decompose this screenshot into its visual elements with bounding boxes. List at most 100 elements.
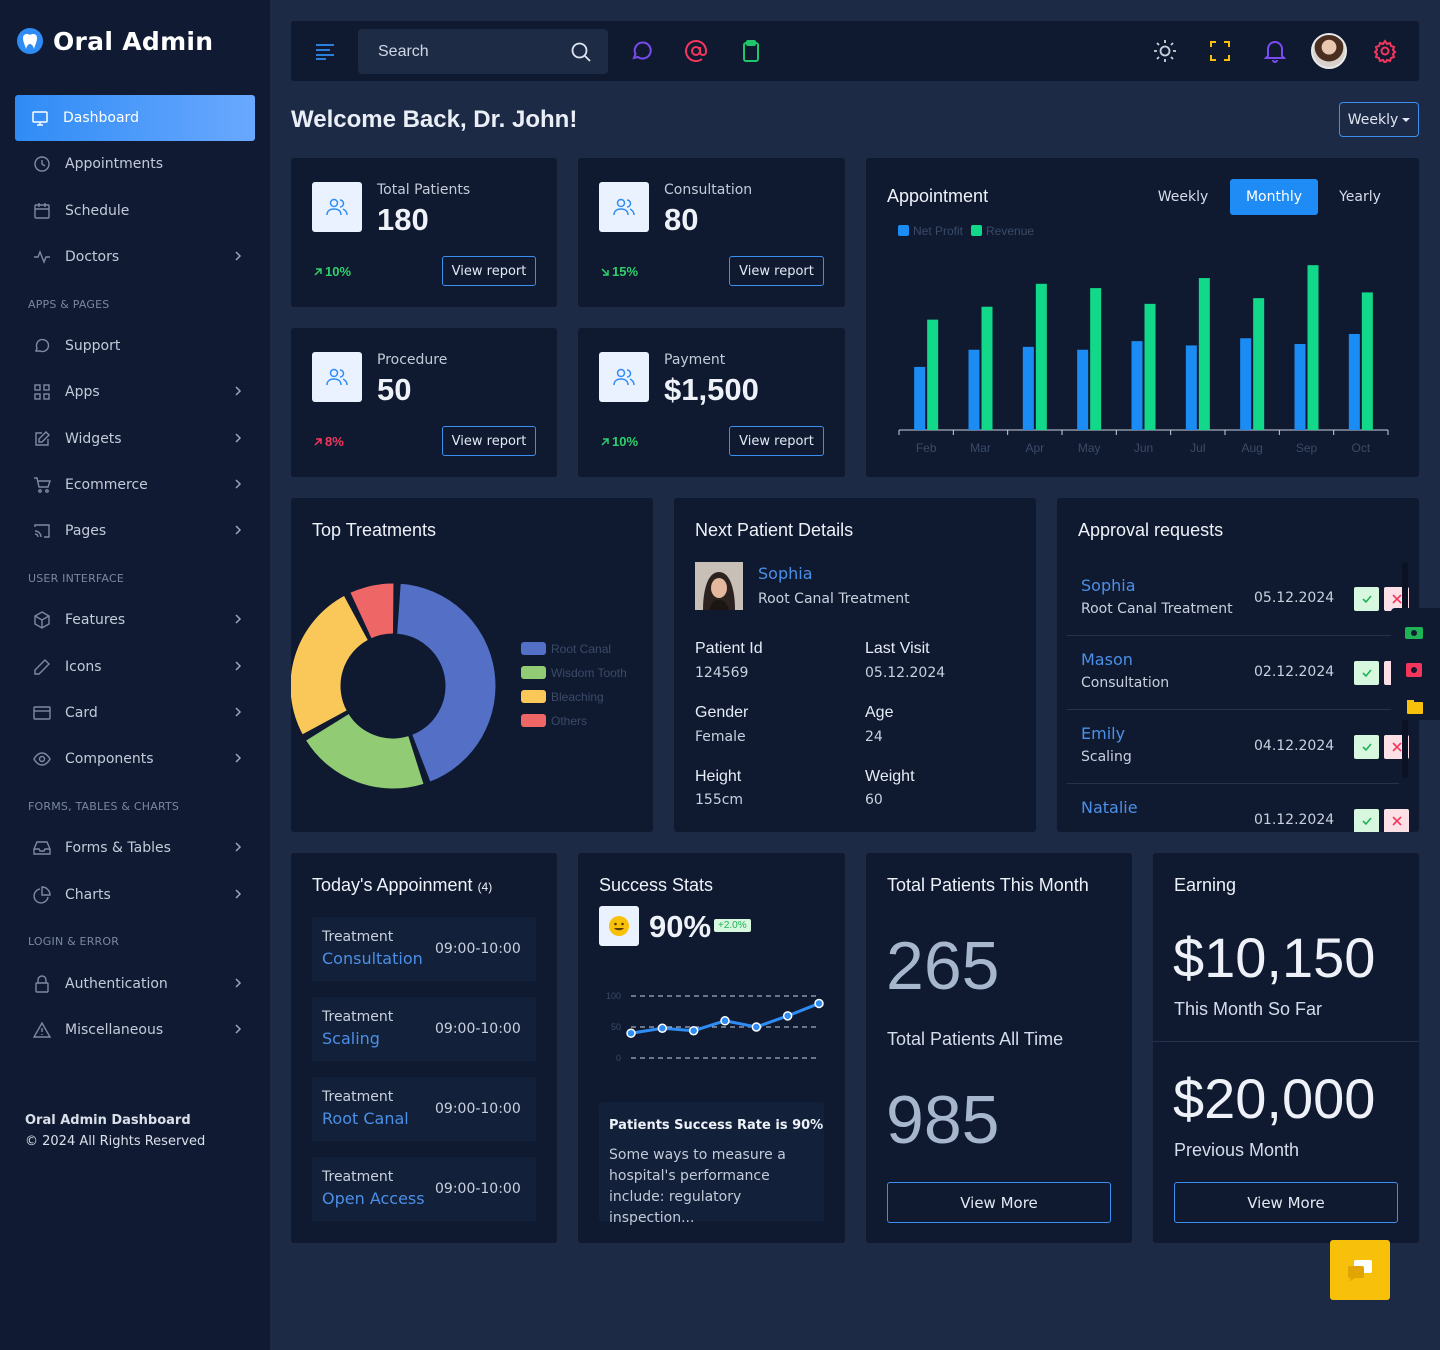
appointment-name[interactable]: Open Access	[322, 1189, 425, 1208]
appointment-item[interactable]: Treatment Consultation 09:00-10:00	[312, 917, 536, 981]
x-tick-label: May	[1078, 441, 1101, 455]
avatar[interactable]	[1311, 33, 1347, 69]
settings-gear-icon[interactable]	[1373, 39, 1397, 63]
tab-weekly[interactable]: Weekly	[1157, 189, 1209, 205]
legend-swatch	[521, 714, 546, 727]
approval-name[interactable]: Sophia	[1081, 576, 1136, 595]
folder-icon[interactable]	[1407, 700, 1423, 714]
legend-label: Revenue	[986, 224, 1035, 238]
sidebar-item-components[interactable]: Components	[15, 736, 255, 782]
sidebar-item-schedule[interactable]: Schedule	[15, 188, 255, 234]
sidebar-item-ecommerce[interactable]: Ecommerce	[15, 462, 255, 508]
clipboard-icon[interactable]	[739, 39, 763, 63]
camera-icon[interactable]	[1405, 627, 1423, 639]
sidebar-item-charts[interactable]: Charts	[15, 872, 255, 918]
sidebar-item-widgets[interactable]: Widgets	[15, 416, 255, 462]
tab-yearly[interactable]: Yearly	[1339, 189, 1381, 205]
chevron-right-icon	[235, 753, 242, 763]
earning-card: Earning $10,150 This Month So Far $20,00…	[1153, 853, 1419, 1243]
sidebar-item-dashboard[interactable]: Dashboard	[15, 95, 255, 141]
appointment-label: Treatment	[322, 1169, 394, 1185]
bar-revenue	[981, 306, 993, 430]
sidebar-item-label: Ecommerce	[65, 477, 148, 493]
bar-net-profit	[1131, 341, 1143, 430]
approval-name[interactable]: Natalie	[1081, 798, 1138, 817]
sidebar-item-forms-tables[interactable]: Forms & Tables	[15, 825, 255, 871]
success-value: 90%	[649, 909, 712, 944]
sidebar-footer: Oral Admin Dashboard © 2024 All Rights R…	[25, 1110, 205, 1152]
donut-chart: Root Canal Wisdom Tooth Bleaching Others	[291, 582, 627, 790]
view-more-button[interactable]: View More	[887, 1182, 1111, 1223]
chat-fab-button[interactable]	[1330, 1240, 1390, 1300]
patient-name[interactable]: Sophia	[758, 564, 813, 583]
at-sign-icon[interactable]	[684, 39, 708, 63]
view-report-button[interactable]: View report	[442, 256, 536, 286]
view-more-button[interactable]: View More	[1174, 1182, 1398, 1223]
view-report-button[interactable]: View report	[729, 426, 824, 456]
stat-trend-value: 8%	[325, 434, 344, 449]
legend-item[interactable]: Net Profit	[898, 224, 963, 238]
approval-name[interactable]: Mason	[1081, 650, 1133, 669]
chevron-right-icon	[235, 386, 242, 396]
view-report-button[interactable]: View report	[729, 256, 824, 286]
sidebar-item-doctors[interactable]: Doctors	[15, 234, 255, 280]
brand[interactable]: Oral Admin	[15, 26, 213, 56]
search-icon[interactable]	[570, 41, 592, 63]
view-report-button[interactable]: View report	[442, 426, 536, 456]
appointment-item[interactable]: Treatment Root Canal 09:00-10:00	[312, 1077, 536, 1141]
card-title: Success Stats	[599, 875, 714, 895]
sidebar-item-pages[interactable]: Pages	[15, 508, 255, 554]
sidebar-item-apps[interactable]: Apps	[15, 369, 255, 415]
period-dropdown[interactable]: Weekly	[1339, 102, 1419, 137]
approval-name[interactable]: Emily	[1081, 724, 1126, 743]
approve-button[interactable]	[1354, 735, 1379, 759]
stat-trend: 8%	[313, 434, 344, 449]
close-icon	[1391, 742, 1402, 752]
appointment-item[interactable]: Treatment Scaling 09:00-10:00	[312, 997, 536, 1061]
sidebar-item-authentication[interactable]: Authentication	[15, 961, 255, 1007]
appointment-label: Treatment	[322, 929, 394, 945]
approve-button[interactable]	[1354, 809, 1379, 832]
appointment-name[interactable]: Root Canal	[322, 1109, 409, 1128]
fullscreen-icon[interactable]	[1208, 39, 1232, 63]
stat-label: Payment	[664, 352, 726, 368]
sidebar-item-card[interactable]: Card	[15, 690, 255, 736]
bar-revenue	[1198, 278, 1210, 430]
sidebar-item-icons[interactable]: Icons	[15, 644, 255, 690]
cast-icon	[33, 522, 51, 540]
stat-value: 180	[377, 202, 429, 237]
legend-item[interactable]: Revenue	[971, 224, 1034, 238]
appointment-name[interactable]: Consultation	[322, 949, 423, 968]
success-stats-card: Success Stats 90% +2.0% 100 50 0 Patients …	[578, 853, 845, 1243]
chat-icon[interactable]	[629, 39, 653, 63]
sidebar-item-appointments[interactable]: Appointments	[15, 141, 255, 187]
approve-button[interactable]	[1354, 587, 1379, 611]
bar-net-profit	[1022, 346, 1034, 430]
sun-icon[interactable]	[1153, 39, 1177, 63]
tab-monthly[interactable]: Monthly	[1230, 179, 1318, 215]
stat-label: Consultation	[664, 182, 753, 198]
approve-button[interactable]	[1354, 661, 1379, 685]
field-value: 124569	[695, 665, 749, 681]
y-tick-label: 50	[611, 1022, 621, 1032]
field-value: 60	[865, 792, 883, 808]
sidebar-item-miscellaneous[interactable]: Miscellaneous	[15, 1007, 255, 1053]
sidebar-item-label: Apps	[65, 384, 100, 400]
search-input[interactable]: Search	[358, 29, 608, 74]
appointment-name[interactable]: Scaling	[322, 1029, 380, 1048]
sidebar-item-features[interactable]: Features	[15, 597, 255, 643]
reject-button[interactable]	[1384, 809, 1409, 832]
menu-toggle-icon[interactable]	[313, 39, 337, 63]
divider	[1153, 1041, 1419, 1042]
appointment-item[interactable]: Treatment Open Access 09:00-10:00	[312, 1157, 536, 1221]
bar-chart: Feb Mar Apr May Jun Jul Aug Sep Oct	[898, 265, 1389, 455]
success-point	[688, 1025, 699, 1036]
card-title: Top Treatments	[312, 520, 437, 540]
appointment-time: 09:00-10:00	[435, 1181, 521, 1197]
approval-requests-card: Approval requests Sophia Root Canal Trea…	[1057, 498, 1419, 832]
bell-icon[interactable]	[1263, 39, 1287, 63]
image-icon[interactable]	[1406, 663, 1422, 677]
donut-slice-others	[349, 582, 395, 640]
earning-this-month: $10,150	[1173, 926, 1376, 989]
sidebar-item-support[interactable]: Support	[15, 323, 255, 369]
